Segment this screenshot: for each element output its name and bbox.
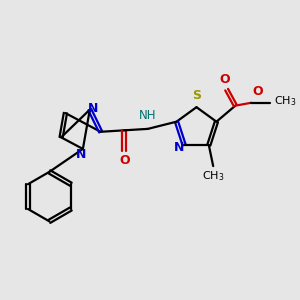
Text: N: N bbox=[88, 102, 98, 115]
Text: N: N bbox=[174, 141, 184, 154]
Text: N: N bbox=[76, 148, 87, 161]
Text: NH: NH bbox=[139, 110, 157, 122]
Text: O: O bbox=[119, 154, 130, 166]
Text: O: O bbox=[253, 85, 263, 98]
Text: CH$_3$: CH$_3$ bbox=[274, 94, 296, 108]
Text: O: O bbox=[219, 73, 230, 86]
Text: S: S bbox=[193, 89, 202, 102]
Text: CH$_3$: CH$_3$ bbox=[202, 169, 224, 183]
